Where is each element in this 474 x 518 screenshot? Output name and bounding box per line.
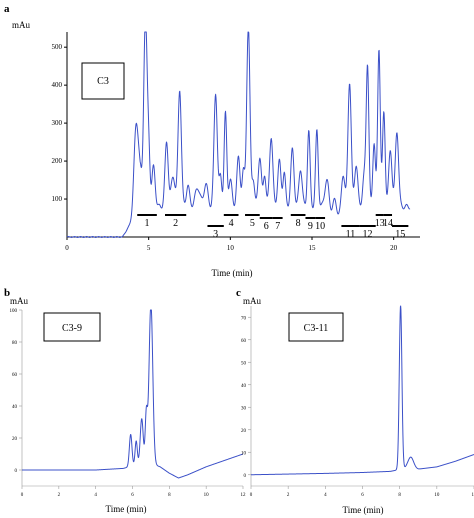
x-tick-label: 10 [227,244,235,252]
x-tick-label: 4 [94,493,97,498]
x-tick-label: 10 [434,493,440,498]
panel-a-trace-layer [66,31,411,238]
fraction-label: 1 [145,218,150,229]
x-tick-label: 8 [398,493,401,498]
fraction-label: 15 [395,229,405,240]
y-tick-label: 40 [12,405,18,410]
fraction-label: 7 [275,221,280,232]
y-tick-label: 60 [12,373,18,378]
y-tick-label: 100 [10,309,18,314]
y-tick-label: 500 [52,43,63,51]
y-tick-label: 400 [52,81,63,89]
panel-a-sample-label: C3 [97,76,109,87]
fraction-label: 6 [264,221,269,232]
fraction-label: 11 [346,229,356,240]
panel-b-trace-line [21,309,244,479]
y-tick-label: 0 [15,469,18,474]
panel-b-unit-label: mAu [10,296,29,306]
x-tick-label: 4 [324,493,327,498]
panel-c-axes: 0 10 20 30 40 50 60 70 0 2 4 6 8 10 12 [241,306,474,498]
fraction-label: 14 [383,218,393,229]
panel-b-x-title: Time (min) [106,504,147,514]
x-tick-label: 10 [204,493,210,498]
x-tick-label: 0 [65,244,69,252]
panel-a-trace-line [66,31,411,238]
x-tick-label: 5 [147,244,151,252]
panel-b-sample-label: C3-9 [62,323,82,334]
x-tick-label: 15 [309,244,317,252]
panel-c-unit-label: mAu [243,296,262,306]
fraction-label: 4 [229,218,234,229]
fraction-label: 10 [315,221,325,232]
y-tick-label: 40 [241,384,247,389]
fraction-label: 8 [296,218,301,229]
x-tick-label: 12 [472,493,474,498]
panel-a-sample-box [81,62,125,100]
fraction-label: 13 [375,218,385,229]
y-tick-label: 50 [241,361,247,366]
panel-a-unit-label: mAu [12,20,31,30]
x-tick-label: 8 [168,493,171,498]
panel-b-letter: b [4,287,10,299]
panel-c-trace-line [250,305,474,476]
panel-c-sample-label: C3-11 [304,323,329,334]
panel-b-sample-box [43,312,101,342]
x-tick-label: 6 [361,493,364,498]
y-tick-label: 20 [12,437,18,442]
panel-c-sample-box [288,312,344,342]
y-tick-label: 10 [241,451,247,456]
y-tick-label: 60 [241,339,247,344]
panel-c-chromatogram: c mAu 0 10 20 30 40 50 60 70 0 2 4 6 8 10 12 C3-11 Tim… [236,287,474,515]
panel-c-letter: c [236,287,241,299]
panel-c-x-title: Time (min) [343,505,384,515]
x-tick-label: 6 [131,493,134,498]
x-tick-label: 2 [287,493,290,498]
panel-b-trace-layer [21,309,244,479]
fraction-label: 2 [173,218,178,229]
fraction-label: 5 [250,218,255,229]
y-tick-label: 80 [12,341,18,346]
x-tick-label: 12 [241,493,247,498]
x-tick-label: 20 [390,244,398,252]
fraction-label: 12 [363,229,373,240]
panel-c-trace-layer [250,305,474,476]
x-tick-label: 0 [21,493,24,498]
x-tick-label: 0 [250,493,253,498]
fraction-label: 9 [308,221,313,232]
panel-a-x-title: Time (min) [212,268,253,278]
y-tick-label: 300 [52,119,63,127]
y-tick-label: 100 [52,195,63,203]
y-tick-label: 200 [52,157,63,165]
y-tick-label: 30 [241,406,247,411]
y-tick-label: 20 [241,429,247,434]
fraction-label: 3 [213,229,218,240]
y-tick-label: 70 [241,316,247,321]
y-tick-label: 0 [244,474,247,479]
panel-a-letter: a [4,3,10,15]
x-tick-label: 2 [58,493,61,498]
